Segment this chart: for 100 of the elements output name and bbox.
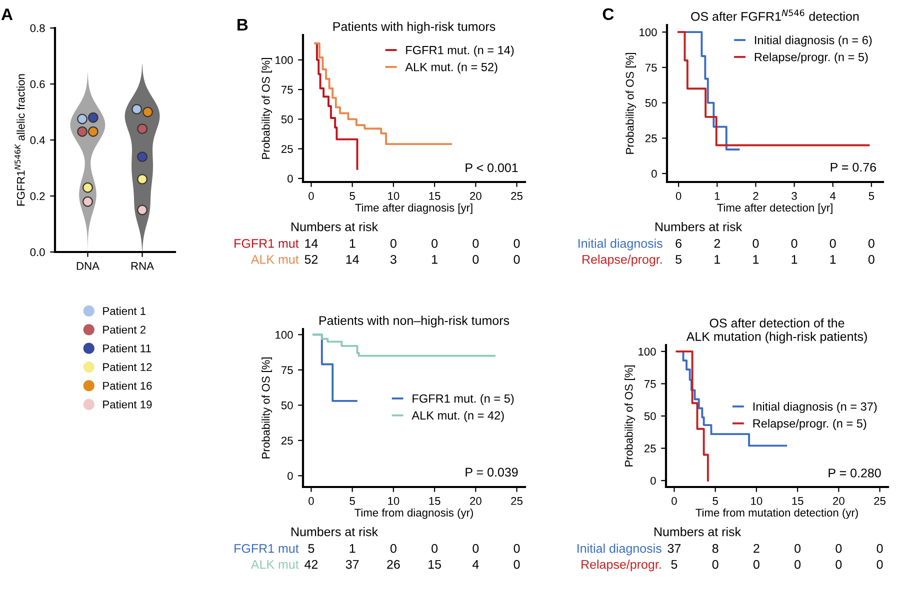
text: 0 bbox=[390, 239, 396, 248]
text: Numbers at risk bbox=[654, 527, 742, 536]
y-tick-label: 100 bbox=[276, 56, 293, 64]
text: 8 bbox=[712, 544, 718, 553]
text: 0 bbox=[472, 544, 479, 553]
chart-title: OS after FGFR1$^{N546}$ detection bbox=[691, 9, 859, 21]
text: 1 bbox=[830, 255, 836, 264]
text: FGFR1 mut bbox=[234, 544, 299, 553]
y-tick-label: 75 bbox=[281, 86, 293, 94]
text: 0 bbox=[830, 239, 836, 248]
annotation: P = 0.039 bbox=[466, 468, 518, 477]
x-tick-label: 10 bbox=[751, 497, 762, 505]
legend-label: FGFR1 mut. (n = 14) bbox=[406, 46, 514, 57]
y-axis-title: Probability of OS [%] bbox=[262, 58, 272, 159]
x-tick-label: 3 bbox=[792, 192, 797, 200]
text: 26 bbox=[387, 560, 400, 569]
x-tick-label: 20 bbox=[470, 497, 482, 505]
x-tick-label: DNA bbox=[76, 262, 100, 270]
legend-label: Relapse/progr. (n = 5) bbox=[753, 418, 866, 430]
y-tick-label: 0.2 bbox=[30, 192, 45, 200]
x-tick-label: RNA bbox=[131, 262, 154, 270]
legend-label: Patient 19 bbox=[103, 400, 152, 408]
annotation: P = 0.76 bbox=[830, 162, 876, 172]
legend-label: FGFR1 mut. (n = 5) bbox=[412, 394, 514, 406]
text: Numbers at risk bbox=[292, 222, 378, 232]
text: ALK mut bbox=[250, 560, 299, 569]
x-tick-label: 0 bbox=[308, 497, 314, 505]
y-tick-label: 100 bbox=[638, 348, 656, 356]
text: 52 bbox=[304, 254, 318, 264]
y-tick-label: 75 bbox=[644, 380, 656, 388]
text: B bbox=[238, 19, 248, 30]
x-tick-label: 10 bbox=[388, 192, 400, 200]
text: 1 bbox=[792, 255, 798, 264]
y-tick-label: 50 bbox=[645, 99, 657, 107]
text: Numbers at risk bbox=[656, 222, 742, 232]
text: 1 bbox=[350, 239, 356, 248]
text: FGFR1 mut bbox=[234, 239, 299, 248]
text: 14 bbox=[346, 255, 359, 264]
legend-label: Patient 11 bbox=[103, 344, 151, 352]
text: 42 bbox=[304, 560, 318, 569]
x-axis-title: Time after diagnosis [yr] bbox=[355, 203, 472, 214]
x-tick-label: 5 bbox=[868, 192, 874, 200]
y-tick-label: 0.8 bbox=[30, 24, 45, 32]
text: A bbox=[1, 8, 13, 20]
x-tick-label: 15 bbox=[429, 497, 440, 505]
text: 0 bbox=[836, 560, 842, 569]
legend-label: Patient 16 bbox=[103, 382, 152, 390]
x-tick-label: 2 bbox=[753, 192, 758, 200]
x-tick-label: 25 bbox=[511, 497, 522, 505]
text: Initial diagnosis bbox=[578, 238, 662, 250]
text: 6 bbox=[676, 239, 682, 248]
x-tick-label: 25 bbox=[874, 497, 886, 505]
y-tick-label: 25 bbox=[281, 145, 293, 153]
x-tick-label: 5 bbox=[350, 497, 355, 505]
y-tick-label: 75 bbox=[281, 366, 293, 374]
text: 5 bbox=[308, 544, 314, 553]
x-tick-label: 0 bbox=[676, 192, 682, 200]
x-tick-label: 5 bbox=[350, 192, 355, 200]
x-axis-title: Time from diagnosis (yr) bbox=[354, 508, 473, 519]
text: 37 bbox=[346, 560, 359, 569]
text: 0 bbox=[876, 544, 883, 553]
text: C bbox=[602, 8, 614, 20]
y-tick-label: 25 bbox=[644, 444, 656, 452]
y-tick-label: 50 bbox=[281, 401, 293, 410]
text: 1 bbox=[432, 255, 438, 264]
x-tick-label: 0 bbox=[672, 497, 677, 505]
legend-label: Patient 2 bbox=[103, 325, 146, 334]
x-tick-label: 1 bbox=[714, 192, 720, 200]
text: ALK mut bbox=[250, 255, 299, 264]
x-tick-label: 15 bbox=[429, 192, 440, 200]
text: 3 bbox=[390, 254, 396, 264]
y-tick-label: 100 bbox=[276, 330, 293, 339]
legend-label: Patient 12 bbox=[103, 362, 152, 372]
text: 2 bbox=[754, 544, 760, 553]
text: 1 bbox=[714, 255, 720, 264]
text: 0 bbox=[432, 544, 438, 553]
text: 0 bbox=[794, 544, 801, 553]
text: 0 bbox=[514, 560, 520, 569]
text: 0 bbox=[794, 560, 801, 569]
text: 5 bbox=[676, 255, 682, 264]
text: 2 bbox=[714, 239, 720, 248]
text: 0 bbox=[390, 544, 396, 553]
text: 0 bbox=[753, 560, 760, 569]
x-axis-title: Time after detection [yr] bbox=[717, 203, 832, 214]
text: 5 bbox=[671, 560, 678, 569]
legend-label: Initial diagnosis (n = 6) bbox=[755, 36, 872, 47]
text: 0 bbox=[752, 239, 759, 248]
text: Relapse/progr. bbox=[582, 254, 662, 266]
chart-title: Patients with non–high-risk tumors bbox=[320, 316, 510, 328]
x-tick-label: 15 bbox=[792, 497, 804, 505]
y-axis-title: Probability of OS [%] bbox=[626, 53, 636, 154]
text: 0 bbox=[432, 239, 438, 248]
text: 4 bbox=[472, 560, 479, 569]
y-tick-label: 75 bbox=[645, 64, 657, 72]
y-tick-label: 50 bbox=[644, 412, 656, 420]
y-tick-label: 0 bbox=[652, 170, 657, 178]
y-axis-title: Probability of OS [%] bbox=[624, 366, 635, 466]
text: 15 bbox=[428, 560, 441, 569]
x-tick-label: 10 bbox=[388, 497, 400, 505]
text: 0 bbox=[514, 239, 520, 248]
